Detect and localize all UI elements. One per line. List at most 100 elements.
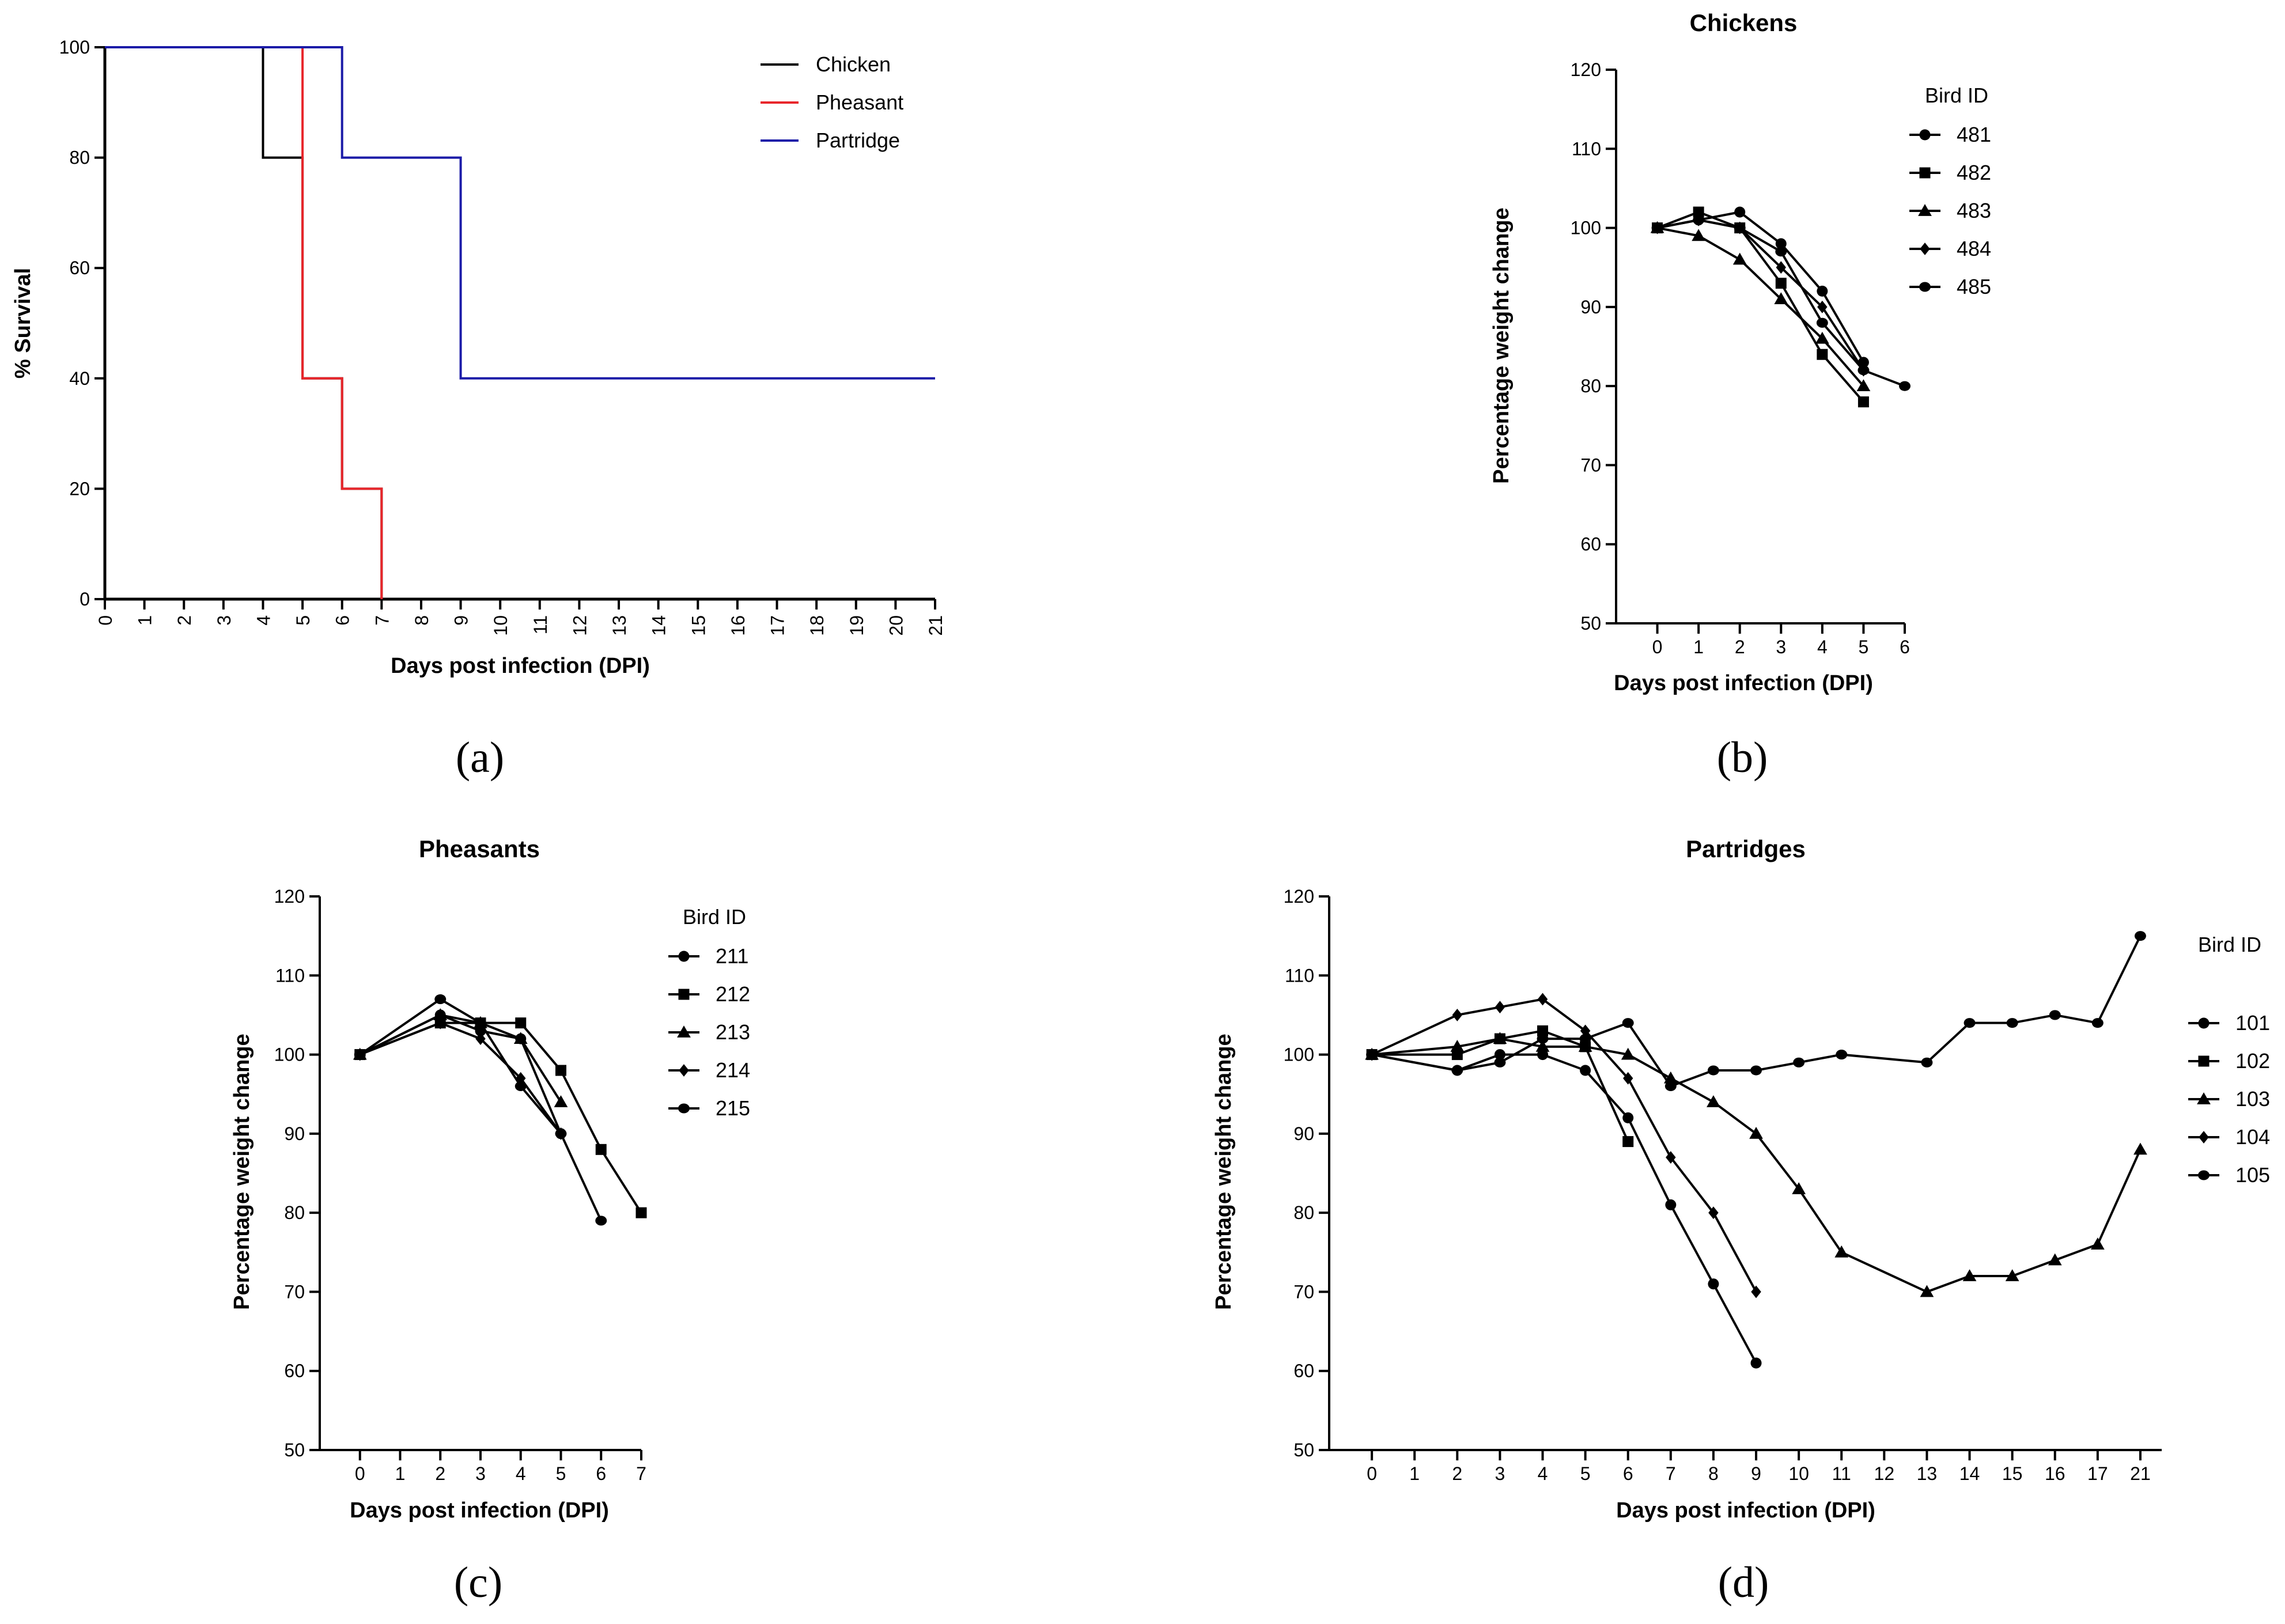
x-tick-label: 6 <box>332 615 353 626</box>
legend-title: Bird ID <box>2198 933 2261 956</box>
x-tick-label: 5 <box>1580 1463 1591 1484</box>
x-tick-label: 11 <box>1832 1463 1851 1484</box>
y-tick-label: 100 <box>1284 1044 1314 1065</box>
panel-label: (b) <box>1717 733 1768 782</box>
x-tick-label: 15 <box>688 615 709 636</box>
legend-label: 213 <box>716 1020 750 1044</box>
y-tick-label: 70 <box>284 1281 305 1302</box>
data-point-483 <box>1732 252 1747 265</box>
data-point-482 <box>1857 396 1869 408</box>
data-point-485 <box>1775 247 1787 257</box>
x-tick-label: 1 <box>135 615 156 626</box>
series-line-102 <box>1372 1029 1629 1142</box>
data-point-104 <box>1580 1024 1591 1038</box>
series-line-484 <box>1657 218 1865 371</box>
chart-c: 50 60 70 80 90 100 110 120 0 1 2 3 4 5 6 7 Days post inf… <box>230 835 750 1607</box>
x-tick-label: 4 <box>516 1463 526 1484</box>
data-point-103 <box>1621 1047 1635 1060</box>
data-point-483 <box>1774 292 1788 305</box>
data-point-105 <box>1579 1034 1591 1044</box>
chart-title: Chickens <box>1690 9 1798 36</box>
x-tick-label: 7 <box>1666 1463 1676 1484</box>
y-axis-label: % Survival <box>11 268 35 378</box>
y-axis-label: Percentage weight change <box>1212 1034 1236 1309</box>
y-tick-label: 50 <box>284 1440 305 1460</box>
x-tick-label: 4 <box>1538 1463 1548 1484</box>
legend-label: Chicken <box>816 52 891 76</box>
legend-marker <box>679 1064 689 1077</box>
series-line-212 <box>360 1021 642 1214</box>
y-tick-label: 20 <box>69 478 90 499</box>
data-point-105 <box>1366 1050 1378 1060</box>
legend-label: 105 <box>2235 1163 2270 1187</box>
data-point-101 <box>1665 1199 1677 1210</box>
data-point-484 <box>1817 300 1828 313</box>
legend-title: Bird ID <box>683 905 746 929</box>
data-point-103 <box>2133 1142 2147 1155</box>
series-line-103 <box>1371 1038 2142 1293</box>
data-point-105 <box>2091 1018 2104 1028</box>
data-point-104 <box>1666 1151 1676 1164</box>
data-point-215 <box>475 1018 486 1028</box>
data-point-103 <box>1578 1039 1592 1052</box>
x-tick-label: 9 <box>1751 1463 1761 1484</box>
data-point-213 <box>554 1095 568 1107</box>
y-tick-label: 60 <box>69 258 90 278</box>
data-point-481 <box>1817 285 1828 297</box>
x-tick-label: 21 <box>2130 1463 2151 1484</box>
legend-label: 101 <box>2235 1011 2270 1035</box>
y-axis-label: Percentage weight change <box>230 1034 254 1309</box>
data-point-105 <box>2049 1010 2061 1020</box>
x-tick-label: 4 <box>253 615 274 626</box>
data-point-103 <box>1962 1269 1977 1281</box>
data-point-215 <box>514 1081 527 1092</box>
data-point-105 <box>1793 1057 1805 1067</box>
x-tick-label: 2 <box>1452 1463 1462 1484</box>
data-point-215 <box>595 1216 607 1226</box>
data-point-215 <box>434 994 447 1005</box>
data-point-485 <box>1693 215 1705 225</box>
legend-marker <box>2199 1131 2209 1144</box>
legend-label: 103 <box>2235 1087 2270 1111</box>
x-tick-label: 14 <box>1959 1463 1980 1484</box>
data-point-485 <box>1899 381 1911 391</box>
legend-marker <box>2198 1017 2210 1029</box>
y-tick-label: 100 <box>59 37 90 58</box>
x-tick-label: 1 <box>1693 637 1704 657</box>
data-point-104 <box>1537 993 1548 1006</box>
y-tick-label: 90 <box>284 1123 305 1144</box>
legend-label: 211 <box>716 944 748 968</box>
y-tick-label: 0 <box>80 589 90 610</box>
data-point-485 <box>1857 365 1870 376</box>
x-tick-label: 1 <box>395 1463 406 1484</box>
x-tick-label: 3 <box>1776 637 1786 657</box>
panel-label: (a) <box>456 733 504 782</box>
data-point-101 <box>1708 1278 1719 1290</box>
data-point-212 <box>635 1207 647 1218</box>
y-tick-label: 80 <box>69 147 90 168</box>
data-point-101 <box>1537 1049 1549 1061</box>
data-point-103 <box>1535 1039 1550 1052</box>
x-tick-label: 6 <box>1623 1463 1633 1484</box>
y-tick-label: 70 <box>1293 1281 1314 1302</box>
y-tick-label: 90 <box>1293 1123 1314 1144</box>
y-tick-label: 80 <box>1580 376 1601 396</box>
y-tick-label: 60 <box>1293 1361 1314 1381</box>
data-point-484 <box>1776 261 1787 274</box>
data-point-104 <box>1495 1001 1505 1014</box>
legend-label: 482 <box>1957 161 1991 184</box>
x-tick-label: 16 <box>2045 1463 2065 1484</box>
x-tick-label: 12 <box>1874 1463 1895 1484</box>
data-point-102 <box>1537 1025 1549 1036</box>
data-point-105 <box>1921 1057 1933 1067</box>
data-point-483 <box>1856 379 1871 392</box>
data-point-103 <box>1450 1039 1465 1052</box>
y-tick-label: 120 <box>1571 59 1601 80</box>
x-tick-label: 3 <box>475 1463 486 1484</box>
data-point-101 <box>1750 1357 1762 1369</box>
data-point-482 <box>1693 206 1704 218</box>
legend-label: 484 <box>1957 237 1991 260</box>
data-point-215 <box>354 1050 366 1060</box>
legend-marker <box>2197 1092 2211 1104</box>
